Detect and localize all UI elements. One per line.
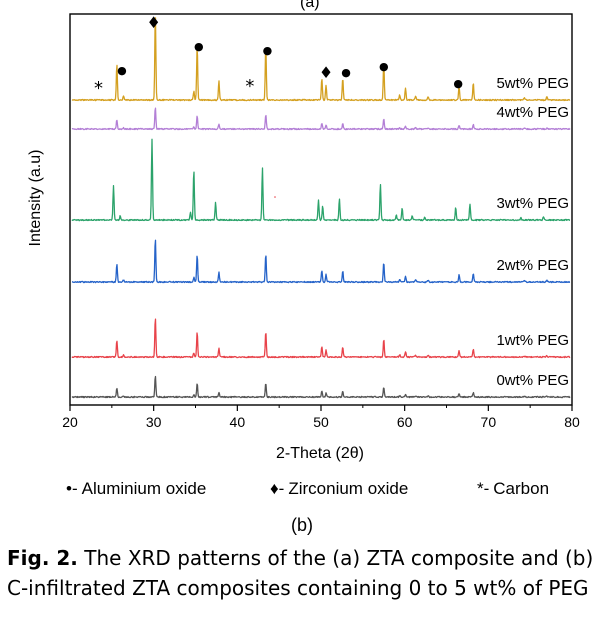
phase-marker-9: ● — [453, 77, 463, 90]
legend-alumina: •- Aluminium oxide — [66, 479, 206, 499]
stray-dot — [274, 196, 276, 198]
series-label-5: 5wt% PEG — [496, 75, 569, 92]
figure-caption: Fig. 2. The XRD patterns of the (a) ZTA … — [7, 543, 607, 603]
phase-marker-6: ♦ — [319, 63, 333, 82]
zirconia-label: Zirconium oxide — [288, 479, 409, 498]
phase-marker-8: ● — [379, 60, 389, 73]
phase-markers: * ● ♦ ● * ● ♦ ● ● ● — [94, 13, 463, 99]
panel-a-label-partial: (a) — [300, 0, 320, 11]
trace-5 — [71, 17, 571, 102]
x-tick-label-0: 20 — [62, 414, 78, 430]
x-tick-label-6: 80 — [564, 414, 580, 430]
zirconia-symbol: ♦- — [270, 479, 285, 498]
x-axis: 20 30 40 50 60 70 80 — [62, 405, 580, 430]
caption-prefix: Fig. 2. — [7, 546, 78, 570]
x-tick-label-2: 40 — [230, 414, 246, 430]
traces — [71, 17, 571, 399]
phase-marker-0: * — [94, 78, 103, 99]
phase-marker-3: ● — [194, 40, 204, 53]
x-tick-label-3: 50 — [313, 414, 329, 430]
phase-marker-7: ● — [341, 66, 351, 79]
trace-0 — [71, 375, 571, 399]
series-label-1: 1wt% PEG — [496, 332, 569, 349]
series-label-2: 2wt% PEG — [496, 257, 569, 274]
panel-b-label: (b) — [291, 515, 313, 535]
phase-marker-4: * — [245, 76, 254, 97]
series-labels: 0wt% PEG 1wt% PEG 2wt% PEG 3wt% PEG 4wt% PEG… — [496, 75, 569, 389]
phase-marker-5: ● — [263, 44, 273, 57]
x-axis-label: 2-Theta (2θ) — [276, 445, 364, 462]
series-label-3: 3wt% PEG — [496, 195, 569, 212]
phase-marker-2: ♦ — [146, 13, 160, 32]
carbon-label: Carbon — [493, 479, 550, 498]
series-label-0: 0wt% PEG — [496, 372, 569, 389]
caption-text: The XRD patterns of the (a) ZTA composit… — [7, 546, 594, 600]
x-tick-label-1: 30 — [146, 414, 162, 430]
legend-carbon: *- Carbon — [477, 479, 549, 499]
xrd-chart: 0wt% PEG 1wt% PEG 2wt% PEG 3wt% PEG 4wt% PEG… — [27, 13, 580, 462]
alumina-label: Aluminium oxide — [81, 479, 207, 498]
trace-4 — [71, 107, 571, 131]
trace-1 — [71, 318, 571, 359]
legend-zirconia: ♦- Zirconium oxide — [270, 479, 408, 499]
x-tick-label-5: 70 — [481, 414, 497, 430]
y-axis-label: Intensity (a.u) — [27, 150, 44, 247]
phase-marker-1: ● — [117, 64, 127, 77]
alumina-symbol: •- — [66, 479, 78, 498]
trace-3 — [71, 138, 571, 222]
trace-2 — [71, 239, 571, 284]
carbon-symbol: *- — [477, 479, 490, 498]
series-label-4: 4wt% PEG — [496, 104, 569, 121]
x-tick-label-4: 60 — [397, 414, 413, 430]
